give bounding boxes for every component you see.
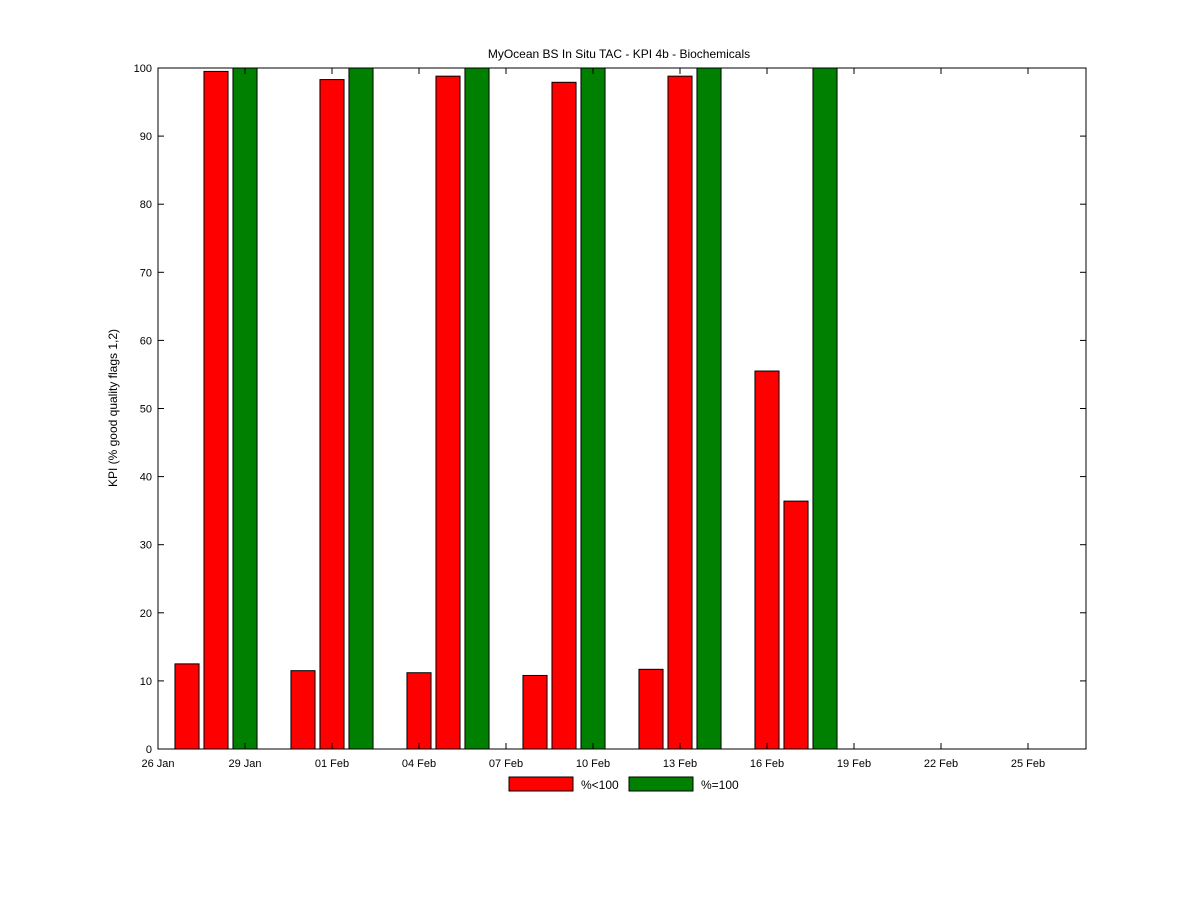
x-tick-label-5: 10 Feb — [576, 758, 610, 770]
bar-partial-3 — [319, 79, 345, 750]
legend-label-0: %<100 — [581, 778, 619, 792]
x-tick-label-10: 25 Feb — [1011, 758, 1045, 770]
bar-full-1 — [348, 67, 374, 750]
x-tick-label-4: 07 Feb — [489, 758, 523, 770]
axes-group: 0 10 20 30 40 50 60 70 80 90 100 26 Jan 29 Jan 01 Feb… — [134, 63, 1087, 770]
bar-full-5 — [812, 67, 838, 750]
y-tick-label-3: 30 — [140, 540, 152, 552]
x-tick-label-0: 26 Jan — [141, 758, 174, 770]
x-tick-label-9: 22 Feb — [924, 758, 958, 770]
bar-partial-0 — [174, 663, 200, 750]
x-tick-label-7: 16 Feb — [750, 758, 784, 770]
x-tick-label-8: 19 Feb — [837, 758, 871, 770]
legend-swatch-0 — [508, 776, 574, 792]
y-tick-label-6: 60 — [140, 335, 152, 347]
y-tick-label-9: 90 — [140, 131, 152, 143]
bar-full-3 — [580, 67, 606, 750]
bar-full-4 — [696, 67, 722, 750]
y-tick-label-4: 40 — [140, 472, 152, 484]
x-tick-label-2: 01 Feb — [315, 758, 349, 770]
bar-partial-7 — [551, 81, 577, 750]
bar-partial-4 — [406, 672, 432, 750]
legend-label-1: %=100 — [701, 778, 739, 792]
legend: %<100 %=100 — [508, 776, 739, 792]
bar-partial-8 — [638, 668, 664, 750]
bars-group — [174, 67, 838, 750]
bar-full-0 — [232, 67, 258, 750]
y-tick-label-8: 80 — [140, 199, 152, 211]
bar-partial-6 — [522, 674, 548, 750]
y-tick-label-0: 0 — [146, 744, 152, 756]
y-axis-label: KPI (% good quality flags 1,2) — [106, 329, 120, 487]
chart-title: MyOcean BS In Situ TAC - KPI 4b - Bioche… — [488, 47, 750, 61]
bar-partial-2 — [290, 670, 316, 750]
x-tick-label-3: 04 Feb — [402, 758, 436, 770]
y-tick-label-7: 70 — [140, 267, 152, 279]
y-tick-label-1: 10 — [140, 676, 152, 688]
bar-full-2 — [464, 67, 490, 750]
x-tick-label-6: 13 Feb — [663, 758, 697, 770]
y-tick-label-5: 50 — [140, 404, 152, 416]
bar-partial-9 — [667, 75, 693, 750]
bar-partial-5 — [435, 75, 461, 750]
y-tick-label-10: 100 — [134, 63, 152, 75]
bar-partial-11 — [783, 500, 809, 750]
x-tick-label-1: 29 Jan — [228, 758, 261, 770]
bar-partial-1 — [203, 70, 229, 750]
y-tick-label-2: 20 — [140, 608, 152, 620]
bar-partial-10 — [754, 370, 780, 750]
legend-swatch-1 — [628, 776, 694, 792]
